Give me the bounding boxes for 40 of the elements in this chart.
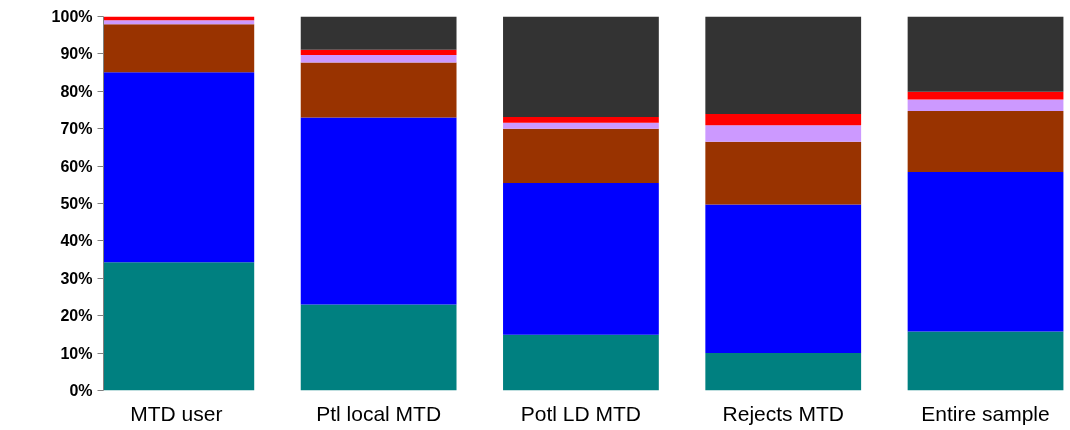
- bar: [300, 117, 457, 305]
- bar: [300, 55, 457, 63]
- bar: [907, 16, 1064, 92]
- bar: [300, 49, 457, 56]
- y-tick-label: 30%: [60, 269, 93, 287]
- y-tick-label: 0%: [69, 382, 93, 399]
- bar: [705, 114, 862, 126]
- bar: [705, 16, 862, 115]
- y-tick-label: 100%: [51, 8, 93, 25]
- bar: [907, 99, 1064, 112]
- y-tick-label: 80%: [60, 82, 93, 100]
- x-tick-label: Ptl local MTD: [316, 401, 442, 425]
- bar: [705, 125, 862, 142]
- bar: [503, 16, 659, 118]
- bar: [503, 117, 659, 123]
- y-tick-label: 60%: [60, 157, 93, 175]
- bar: [705, 353, 862, 391]
- y-tick-label: 40%: [60, 232, 93, 250]
- bar: [907, 331, 1064, 391]
- y-tick-label: 10%: [60, 344, 93, 362]
- bar: [503, 128, 659, 183]
- bar: [907, 111, 1064, 173]
- bar: [300, 304, 457, 391]
- bar: [705, 141, 862, 205]
- y-tick-label: 20%: [60, 307, 93, 325]
- y-tick-label: 90%: [60, 45, 93, 63]
- bar: [503, 122, 659, 129]
- bar: [907, 172, 1064, 332]
- y-tick-label: 70%: [60, 120, 93, 138]
- x-tick-label: Potl LD MTD: [520, 401, 642, 425]
- bar: [907, 91, 1064, 100]
- bar: [705, 204, 862, 354]
- bar: [300, 62, 457, 118]
- bar: [300, 16, 457, 50]
- bar: [503, 334, 659, 391]
- y-tick-label: 50%: [60, 195, 93, 212]
- bar: [503, 182, 659, 335]
- x-tick-label: MTD user: [130, 401, 223, 425]
- x-tick-label: Entire sample: [921, 401, 1050, 425]
- x-tick-label: Rejects MTD: [722, 401, 844, 425]
